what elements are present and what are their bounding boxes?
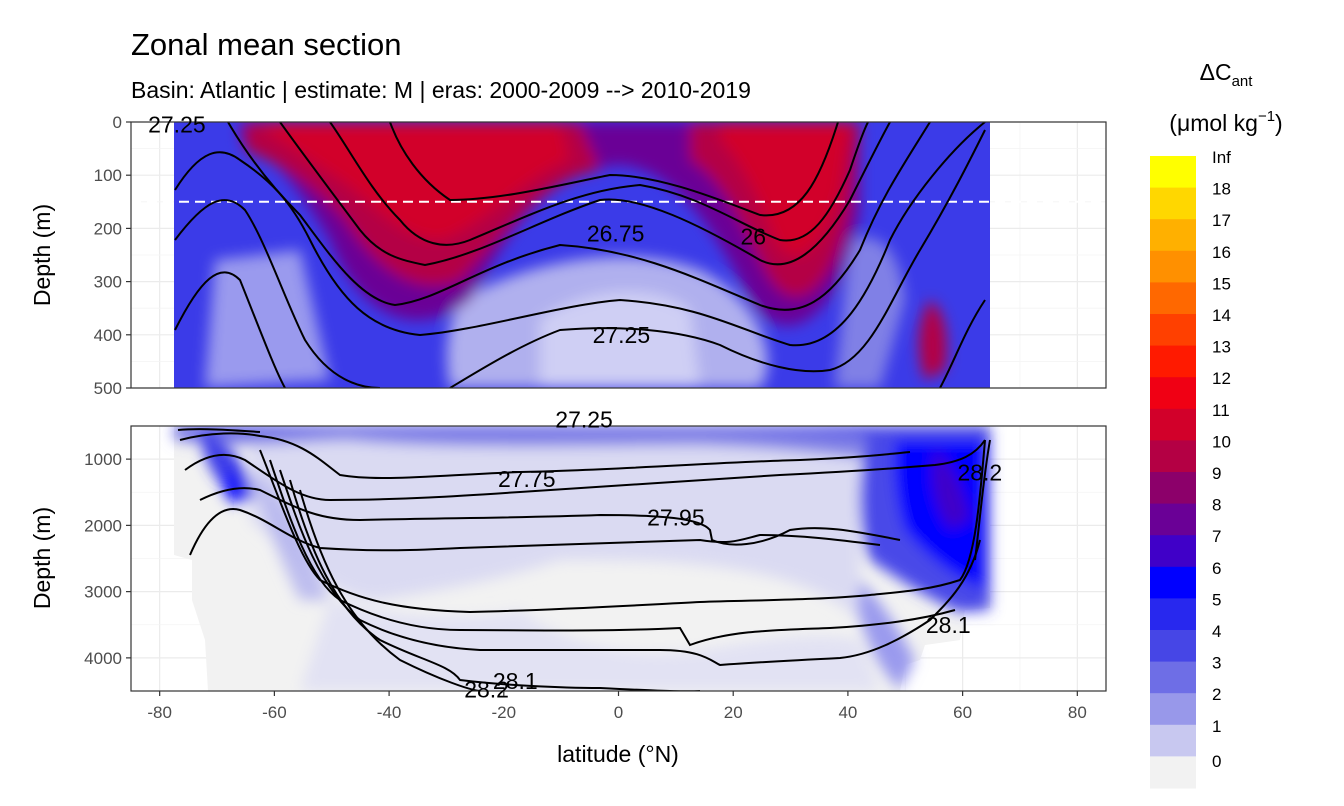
legend-label: 13 xyxy=(1212,338,1231,357)
legend-label: 18 xyxy=(1212,180,1231,199)
contour-label: 27.75 xyxy=(498,466,556,492)
contour-label: 26 xyxy=(740,223,766,249)
legend-swatch xyxy=(1150,472,1196,505)
legend-swatch xyxy=(1150,314,1196,347)
y-tick-label: 0 xyxy=(113,113,122,132)
legend-colorbar xyxy=(1150,156,1196,789)
legend-label: 6 xyxy=(1212,559,1221,578)
y-tick-label: 1000 xyxy=(84,450,122,469)
chart-subtitle: Basin: Atlantic | estimate: M | eras: 20… xyxy=(131,77,751,103)
legend-swatch xyxy=(1150,377,1196,410)
legend-title: ΔCant xyxy=(1200,59,1254,90)
legend: ΔCant (μmol kg−1) Inf1817161514131211109… xyxy=(1150,59,1283,789)
chart-title: Zonal mean section xyxy=(131,27,402,62)
lower-panel-field xyxy=(174,426,991,691)
contour-label: 28.1 xyxy=(493,668,538,694)
upper-y-axis-title: Depth (m) xyxy=(29,204,55,306)
legend-label: 14 xyxy=(1212,306,1231,325)
legend-swatch xyxy=(1150,408,1196,441)
y-tick-label: 2000 xyxy=(84,516,122,535)
upper-contour-labels: 26.75 26 27.25 27.25 xyxy=(148,112,766,348)
x-axis-title: latitude (°N) xyxy=(557,741,679,767)
legend-label: 0 xyxy=(1212,752,1221,771)
contour-label: 26.75 xyxy=(587,221,645,247)
legend-label: 16 xyxy=(1212,243,1231,262)
legend-swatch xyxy=(1150,756,1196,789)
legend-swatch xyxy=(1150,535,1196,568)
contour-label: 27.95 xyxy=(647,504,705,530)
lower-y-axis: 1000 2000 3000 4000 xyxy=(84,450,131,668)
legend-label: 5 xyxy=(1212,590,1221,609)
legend-units: (μmol kg−1) xyxy=(1169,108,1282,136)
legend-swatch xyxy=(1150,598,1196,631)
contour-label: 27.25 xyxy=(593,322,651,348)
contour-label: 27.25 xyxy=(148,112,206,138)
legend-label: 17 xyxy=(1212,211,1231,230)
legend-swatch xyxy=(1150,440,1196,473)
y-tick-label: 100 xyxy=(94,166,122,185)
legend-label: 11 xyxy=(1212,401,1230,420)
y-tick-label: 3000 xyxy=(84,583,122,602)
legend-swatch xyxy=(1150,503,1196,536)
legend-label: 9 xyxy=(1212,464,1221,483)
x-tick-label: -80 xyxy=(147,703,172,722)
legend-label: 2 xyxy=(1212,685,1221,704)
x-tick-label: -20 xyxy=(492,703,517,722)
legend-label: 3 xyxy=(1212,654,1221,673)
legend-swatch xyxy=(1150,661,1196,694)
legend-swatch xyxy=(1150,250,1196,283)
legend-swatch xyxy=(1150,187,1196,220)
legend-swatch xyxy=(1150,630,1196,663)
legend-label: 15 xyxy=(1212,274,1231,293)
legend-label: 1 xyxy=(1212,717,1221,736)
x-tick-label: 20 xyxy=(724,703,743,722)
contour-label: 27.25 xyxy=(555,406,613,432)
legend-label: 4 xyxy=(1212,622,1221,641)
lower-y-axis-title: Depth (m) xyxy=(29,507,55,609)
x-tick-label: -60 xyxy=(262,703,287,722)
upper-panel: 26.75 26 27.25 27.25 0 100 200 300 400 500 Depth… xyxy=(29,112,1107,398)
y-tick-label: 200 xyxy=(94,219,122,238)
y-tick-label: 400 xyxy=(94,326,122,345)
legend-label: 10 xyxy=(1212,432,1231,451)
x-tick-label: 0 xyxy=(614,703,623,722)
contour-label: 28.1 xyxy=(926,612,971,638)
legend-label: 8 xyxy=(1212,496,1221,515)
lower-density-contours xyxy=(177,428,991,691)
legend-swatch xyxy=(1150,724,1196,757)
y-tick-label: 300 xyxy=(94,273,122,292)
x-tick-label: 60 xyxy=(953,703,972,722)
upper-panel-field xyxy=(131,122,1106,388)
legend-swatch xyxy=(1150,566,1196,599)
x-tick-label: 40 xyxy=(838,703,857,722)
y-tick-label: 4000 xyxy=(84,649,122,668)
contour-label: 28.2 xyxy=(464,677,509,703)
upper-density-contours xyxy=(174,122,986,388)
legend-swatch xyxy=(1150,282,1196,315)
legend-label: 12 xyxy=(1212,369,1231,388)
legend-label: Inf xyxy=(1212,148,1231,167)
legend-swatch xyxy=(1150,219,1196,252)
upper-y-axis: 0 100 200 300 400 500 xyxy=(94,113,131,398)
x-tick-label: 80 xyxy=(1068,703,1087,722)
contour-label: 28.2 xyxy=(957,459,1002,485)
legend-swatch xyxy=(1150,156,1196,189)
legend-label: 7 xyxy=(1212,527,1221,546)
legend-swatch xyxy=(1150,693,1196,726)
x-tick-label: -40 xyxy=(377,703,402,722)
legend-swatch xyxy=(1150,345,1196,378)
x-axis: -80 -60 -40 -20 0 20 40 60 80 xyxy=(147,691,1087,722)
y-tick-label: 500 xyxy=(94,379,122,398)
